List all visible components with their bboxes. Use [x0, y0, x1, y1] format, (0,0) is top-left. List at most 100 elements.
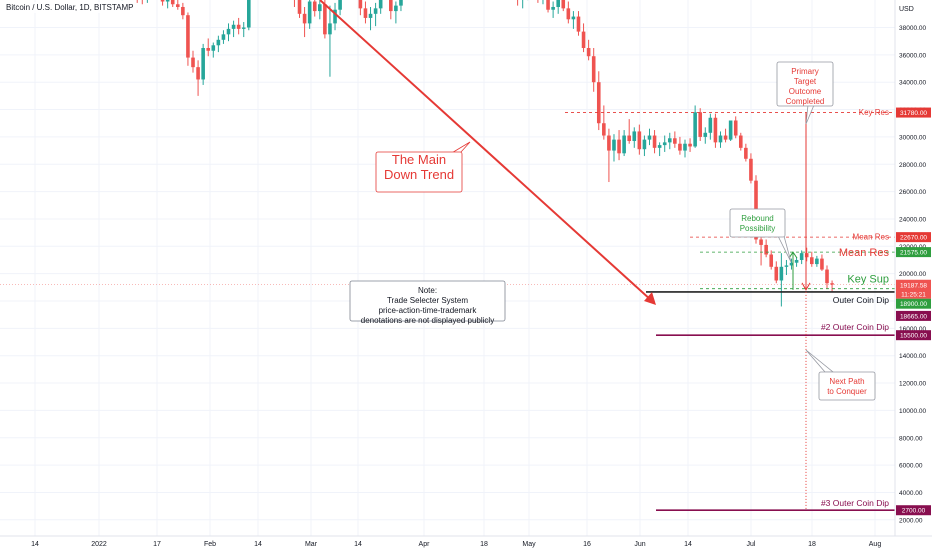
- candle-body: [637, 131, 642, 150]
- y-tick-label: 12000.00: [899, 381, 926, 388]
- outer-coin-dip-3-badge-bg: [896, 505, 931, 516]
- note-callout-text: denotations are not displayed publicly: [361, 316, 494, 325]
- candle-body: [602, 123, 606, 136]
- mean-res-badge-upper-bg: [896, 232, 931, 243]
- candle-body: [546, 0, 550, 10]
- mean-res-small-text: Mean Res: [853, 233, 889, 242]
- main-trend-callout-text: Down Trend: [384, 167, 454, 182]
- candle-body: [576, 16, 581, 32]
- main-trend-callout-text: The Main: [392, 152, 446, 167]
- x-tick-label: 14: [354, 541, 362, 548]
- main-trend-arrowhead: [644, 292, 656, 305]
- time-axis: 14 2022 17 Feb 14 Mar 14 Apr 18 May 16 Jun 14 Jul 18 Au…: [0, 535, 932, 548]
- main-trend-callout-box: [375, 151, 463, 193]
- note-callout-text: Trade Selecter System: [387, 296, 468, 305]
- currency-label: USD: [899, 6, 914, 13]
- y-tick-label: 26000.00: [899, 189, 926, 196]
- key-res-badge: 31780.00: [900, 110, 927, 117]
- candle-body: [297, 0, 302, 14]
- y-tick-label: 14000.00: [899, 353, 926, 360]
- candle-body: [708, 117, 713, 133]
- y-tick-label: 28000.00: [899, 162, 926, 169]
- candle-body: [749, 158, 753, 181]
- candle-body: [804, 253, 809, 258]
- candle-body: [318, 4, 322, 12]
- candle-body: [307, 1, 312, 24]
- y-tick-label: 30000.00: [899, 134, 926, 141]
- outer-coin-dip-2-text: #2 Outer Coin Dip: [821, 322, 889, 332]
- candle-body: [221, 34, 226, 40]
- candle-body: [211, 45, 216, 51]
- candle-body: [713, 117, 718, 143]
- mean-res-badge-upper: 22670.00: [900, 235, 927, 242]
- candle-body: [723, 135, 728, 140]
- candle-body: [201, 48, 205, 80]
- rebound-callout-text: Possibility: [740, 224, 776, 233]
- candle-body: [728, 120, 733, 140]
- candle-body: [657, 145, 662, 148]
- y-tick-label: 24000.00: [899, 216, 926, 223]
- candle-body: [373, 8, 378, 14]
- x-tick-label: Aug: [869, 541, 882, 548]
- rebound-callout-tail: [777, 235, 792, 263]
- grid-lines: [0, 0, 895, 536]
- rebound-arrow-head: [788, 251, 798, 259]
- main-trend-line: [319, 0, 653, 302]
- target-arrow-head: [801, 282, 811, 291]
- price-axis-bg: [895, 0, 932, 550]
- x-tick-label: 2022: [91, 541, 107, 548]
- next-path-callout-text: to Conquer: [827, 387, 867, 396]
- candle-body: [744, 147, 748, 159]
- x-tick-label: Feb: [204, 541, 216, 548]
- candle-body: [394, 5, 398, 12]
- key-res-text: Key Res: [859, 108, 889, 117]
- candle-body: [206, 48, 211, 51]
- candle-body: [718, 135, 723, 143]
- primary-target-callout-text: Completed: [786, 97, 825, 106]
- x-tick-label: 18: [480, 541, 488, 548]
- key-sup-badge: 18900.00: [900, 301, 927, 308]
- candle-body: [561, 0, 566, 9]
- x-tick-label: 16: [583, 541, 591, 548]
- note-callout-text: price-action-time-trademark: [379, 306, 478, 315]
- candle-body: [378, 0, 383, 9]
- y-tick-label: 10000.00: [899, 408, 926, 415]
- candle-body: [617, 139, 621, 154]
- mean-res-badge-lower: 21575.00: [900, 250, 927, 257]
- rebound-callout-box: [729, 208, 786, 238]
- primary-target-callout-tail: [805, 104, 815, 125]
- note-callout-box: [349, 280, 506, 322]
- candle-body: [759, 239, 763, 245]
- candle-body: [186, 15, 190, 58]
- candle-body: [368, 13, 373, 18]
- candle-body: [830, 283, 834, 285]
- candle-body: [556, 0, 560, 7]
- candle-body: [652, 135, 657, 148]
- note-callout: Note:Trade Selecter Systemprice-action-t…: [349, 280, 506, 325]
- candle-body: [181, 6, 185, 16]
- candle-body: [779, 266, 784, 281]
- y-tick-label: 38000.00: [899, 25, 926, 32]
- candle-body: [632, 131, 637, 142]
- x-tick-label: 14: [31, 541, 39, 548]
- symbol-title: Bitcoin / U.S. Dollar, 1D, BITSTAMP: [4, 2, 136, 13]
- outer-coin-dip-text: Outer Coin Dip: [833, 295, 889, 305]
- note-callout-text: Note:: [418, 286, 437, 295]
- candle-body: [667, 138, 672, 143]
- candle-body: [622, 135, 626, 154]
- candle-body: [642, 139, 647, 150]
- last-price-badge-bg: [896, 279, 931, 299]
- rebound-callout-text: Rebound: [741, 214, 773, 223]
- candle-body: [809, 257, 814, 265]
- candle-body: [789, 262, 794, 266]
- candle-body: [673, 138, 677, 144]
- price-axis: USD38000.0036000.0034000.0032000.0030000…: [894, 0, 932, 550]
- y-tick-label: 6000.00: [899, 463, 923, 470]
- x-tick-label: 14: [684, 541, 692, 548]
- candle-body: [799, 253, 804, 260]
- candle-body: [571, 16, 576, 20]
- mean-res-big-text: Mean Res: [839, 247, 890, 259]
